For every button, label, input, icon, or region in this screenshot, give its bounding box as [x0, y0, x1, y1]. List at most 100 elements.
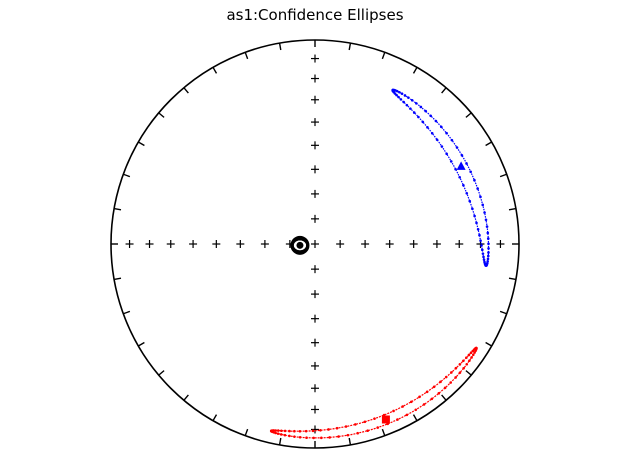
grid-cross — [336, 240, 345, 248]
circle-tick — [465, 370, 472, 376]
ellipse-point — [482, 258, 486, 261]
ellipse-point — [476, 227, 480, 231]
ellipse-point — [366, 429, 369, 433]
ellipse-point — [398, 90, 401, 94]
circle-tick — [348, 437, 352, 446]
ellipse-point — [481, 203, 485, 207]
ellipse-point — [422, 403, 426, 406]
circle-tick — [183, 394, 189, 401]
ellipse-point — [479, 195, 482, 199]
circle-tick — [244, 428, 249, 436]
grid-cross — [311, 165, 319, 174]
ellipse-point — [319, 429, 322, 432]
grid-cross — [260, 240, 269, 248]
circle-tick — [244, 52, 249, 60]
ellipse-point — [305, 436, 308, 439]
grid-cross — [145, 240, 154, 248]
ellipse-point — [298, 429, 302, 433]
ellipse-point — [485, 225, 489, 228]
circle-tick — [123, 173, 131, 178]
dip-grid — [125, 54, 505, 434]
ellipse-point — [410, 98, 414, 102]
grid-cross — [385, 240, 394, 248]
ellipse-point — [471, 207, 474, 211]
ellipse-point — [424, 109, 427, 113]
ellipse-point — [487, 251, 490, 254]
ellipse-point — [480, 248, 484, 252]
ellipse-point — [460, 154, 464, 157]
ellipse-point — [475, 346, 478, 350]
ellipse-point — [462, 184, 465, 187]
ellipse-point — [440, 145, 444, 148]
grid-cross — [311, 265, 319, 274]
ellipse-point — [484, 218, 488, 222]
circle-tick — [113, 277, 122, 281]
ellipse-point — [402, 100, 405, 104]
grid-cross — [409, 240, 418, 248]
grid-cross — [361, 240, 370, 248]
ellipse-point — [327, 428, 330, 431]
ellipse-point — [468, 359, 471, 362]
ellipse-point — [397, 95, 400, 99]
circle-tick — [381, 428, 386, 436]
ellipse-point — [432, 385, 436, 389]
ellipse-point — [430, 131, 434, 135]
ellipse-point — [486, 254, 490, 258]
grid-cross — [212, 240, 221, 248]
mean-direction-marker — [381, 415, 390, 424]
ellipse-point — [410, 400, 413, 404]
grid-cross — [189, 240, 198, 248]
ellipse-point — [483, 260, 486, 264]
ellipse-point — [312, 436, 315, 440]
ellipse-point — [475, 221, 478, 225]
ellipse-point — [478, 233, 481, 237]
grid-cross — [311, 54, 319, 63]
ellipse-point — [444, 375, 448, 379]
grid-cross — [125, 240, 134, 248]
ellipse-point — [449, 160, 453, 163]
grid-cross — [311, 74, 319, 83]
ellipse-point — [445, 131, 448, 135]
ellipse-point — [486, 231, 490, 235]
ellipse-point — [425, 390, 429, 394]
mean-direction-marker — [456, 161, 466, 170]
circle-tick — [212, 414, 218, 422]
circle-tick — [348, 42, 352, 51]
grid-cross — [311, 240, 319, 248]
grid-cross — [311, 338, 319, 347]
circle-tick — [183, 87, 189, 94]
ellipse-point — [439, 380, 442, 384]
ellipse-point — [421, 120, 425, 124]
ellipse-point — [462, 359, 465, 363]
mean-direction-marker — [290, 235, 310, 255]
grid-cross — [236, 240, 245, 248]
ellipse-point — [454, 167, 457, 171]
ellipse-point — [482, 255, 485, 259]
ellipse-point — [412, 111, 416, 114]
ellipse-point — [304, 429, 308, 433]
ellipse-point — [283, 429, 287, 433]
ellipse-point — [293, 435, 296, 438]
grid-cross — [311, 290, 319, 299]
mean-direction-dot — [296, 241, 304, 249]
circle-tick — [158, 112, 165, 118]
circle-tick — [508, 277, 517, 281]
grid-cross — [311, 214, 319, 223]
ellipse-point — [426, 126, 429, 129]
ellipse-point — [417, 115, 420, 119]
ellipse-point — [396, 418, 399, 421]
grid-cross — [311, 384, 319, 393]
ellipse-point — [462, 366, 465, 370]
ellipse-point — [439, 125, 443, 129]
ellipse-point — [399, 98, 403, 101]
ellipse-point — [486, 237, 490, 240]
ellipse-point — [471, 353, 475, 357]
ellipse-point — [418, 395, 421, 399]
circle-tick — [212, 66, 218, 74]
circle-tick — [113, 207, 122, 211]
ellipse-point — [276, 429, 280, 432]
ellipse-point — [458, 363, 462, 366]
grid-cross — [311, 95, 319, 104]
circle-tick — [278, 42, 282, 51]
